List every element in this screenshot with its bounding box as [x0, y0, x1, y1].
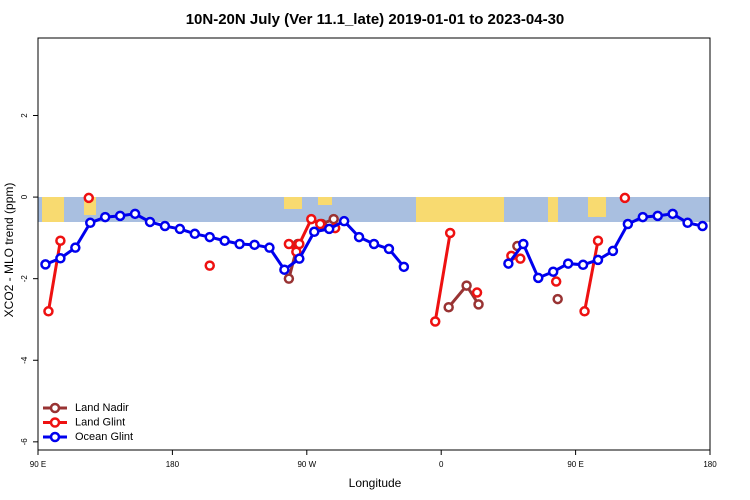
- data-point: [518, 238, 529, 250]
- data-point: [338, 215, 350, 227]
- data-point: [550, 276, 562, 287]
- data-point: [114, 210, 126, 222]
- x-tick-label: 90 E: [30, 460, 46, 469]
- data-point: [314, 218, 326, 230]
- map-strip: [38, 197, 710, 222]
- data-point: [294, 253, 305, 264]
- data-point: [43, 306, 54, 317]
- data-point: [219, 235, 230, 246]
- data-point: [622, 218, 634, 230]
- data-point: [697, 220, 708, 232]
- y-tick-label: -4: [20, 356, 29, 364]
- data-point: [461, 280, 472, 291]
- data-point: [234, 238, 245, 250]
- data-point: [55, 235, 66, 246]
- legend-label: Ocean Glint: [75, 431, 133, 443]
- data-point: [667, 208, 678, 220]
- legend-label: Land Glint: [75, 416, 125, 428]
- data-point: [533, 272, 544, 284]
- y-tick-label: 2: [20, 113, 29, 118]
- data-point: [283, 238, 295, 250]
- data-point: [503, 258, 514, 269]
- data-point: [444, 227, 456, 239]
- x-tick-label: 0: [439, 460, 444, 469]
- data-point: [652, 210, 663, 222]
- data-point: [552, 293, 563, 305]
- data-point: [607, 245, 619, 257]
- data-point: [309, 226, 320, 238]
- legend-label: Land Nadir: [75, 402, 129, 414]
- data-point: [353, 231, 365, 243]
- data-point: [144, 216, 156, 228]
- data-point: [383, 243, 395, 255]
- data-point: [443, 301, 454, 313]
- data-point: [637, 211, 649, 223]
- data-point: [515, 253, 526, 264]
- data-point: [159, 220, 171, 232]
- data-point: [592, 235, 604, 246]
- data-point: [283, 273, 295, 284]
- data-point: [577, 259, 589, 271]
- legend-marker: [49, 402, 61, 414]
- data-point: [204, 260, 215, 271]
- data-point: [398, 261, 410, 273]
- y-axis-label: XCO2 - MLO trend (ppm): [2, 183, 16, 318]
- data-point: [592, 254, 604, 266]
- plot-frame: [37, 37, 711, 451]
- data-point: [368, 238, 380, 250]
- data-point: [562, 258, 574, 269]
- data-point: [264, 242, 275, 253]
- data-point: [189, 228, 201, 240]
- data-point: [323, 223, 335, 235]
- data-point: [473, 299, 484, 310]
- data-point: [70, 242, 81, 253]
- data-point: [306, 213, 317, 225]
- x-tick-label: 90 E: [567, 460, 583, 469]
- data-point: [55, 253, 66, 264]
- data-point: [547, 266, 559, 277]
- chart-title: 10N-20N July (Ver 11.1_late) 2019-01-01 …: [186, 11, 565, 28]
- x-axis-label: Longitude: [349, 476, 402, 490]
- y-tick-label: -6: [20, 438, 29, 446]
- data-point: [85, 217, 96, 229]
- x-tick-label: 180: [703, 460, 717, 469]
- data-point: [174, 223, 186, 235]
- data-point: [294, 238, 305, 250]
- data-point: [682, 217, 693, 229]
- legend-marker: [49, 417, 61, 428]
- data-point: [429, 316, 441, 327]
- data-point: [328, 213, 339, 225]
- data-point: [129, 208, 141, 220]
- x-tick-label: 90 W: [297, 460, 316, 469]
- data-point: [204, 231, 215, 243]
- data-point: [40, 259, 51, 270]
- data-point: [579, 306, 590, 317]
- y-tick-label: -2: [20, 275, 29, 283]
- y-tick-label: 0: [20, 194, 29, 199]
- data-point: [99, 211, 111, 223]
- data-point: [619, 192, 631, 204]
- data-point: [471, 287, 483, 298]
- legend-marker: [49, 431, 61, 443]
- x-tick-label: 180: [166, 460, 180, 469]
- data-point: [249, 239, 260, 251]
- data-point: [279, 264, 290, 275]
- data-point: [83, 192, 95, 204]
